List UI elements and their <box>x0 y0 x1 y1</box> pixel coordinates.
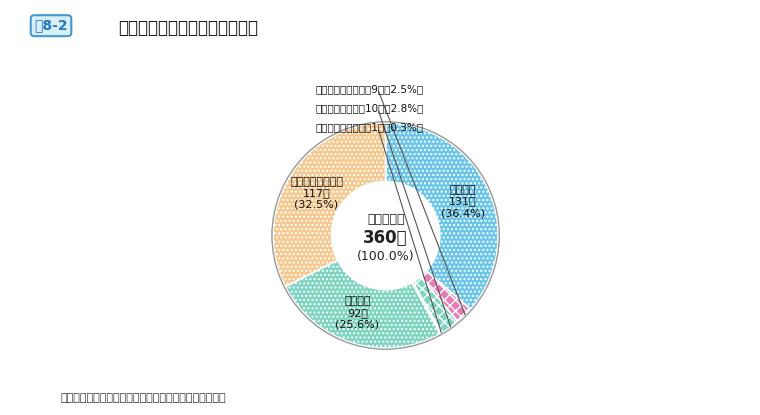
Text: 指令で定める機関　9人（2.5%）: 指令で定める機関 9人（2.5%） <box>316 84 424 94</box>
Circle shape <box>331 181 439 290</box>
Text: 派遣者総数: 派遣者総数 <box>367 213 404 226</box>
Wedge shape <box>412 282 442 334</box>
Wedge shape <box>413 277 458 333</box>
Text: 研究所　　　　　10人（2.8%）: 研究所 10人（2.8%） <box>316 103 424 113</box>
Text: 国際連合
131人
(36.4%): 国際連合 131人 (36.4%) <box>441 185 485 218</box>
Text: 学校　　　　　　　1人（0.3%）: 学校 1人（0.3%） <box>316 122 424 132</box>
Text: 図8-2: 図8-2 <box>34 19 68 33</box>
Text: 360人: 360人 <box>363 229 408 247</box>
Text: (100.0%): (100.0%) <box>356 250 414 264</box>
Text: 外国政府
92人
(25.6%): 外国政府 92人 (25.6%) <box>335 296 379 330</box>
Text: その他の国際機関
117人
(32.5%): その他の国際機関 117人 (32.5%) <box>290 176 343 210</box>
Text: （注）数値は端数処理の関係で合致しないものがある。: （注）数値は端数処理の関係で合致しないものがある。 <box>61 393 226 403</box>
Wedge shape <box>385 123 498 309</box>
Wedge shape <box>285 260 440 348</box>
Text: 令和元年度末派遣先機関別状況: 令和元年度末派遣先機関別状況 <box>118 19 258 37</box>
Wedge shape <box>273 123 385 287</box>
Wedge shape <box>420 271 470 322</box>
